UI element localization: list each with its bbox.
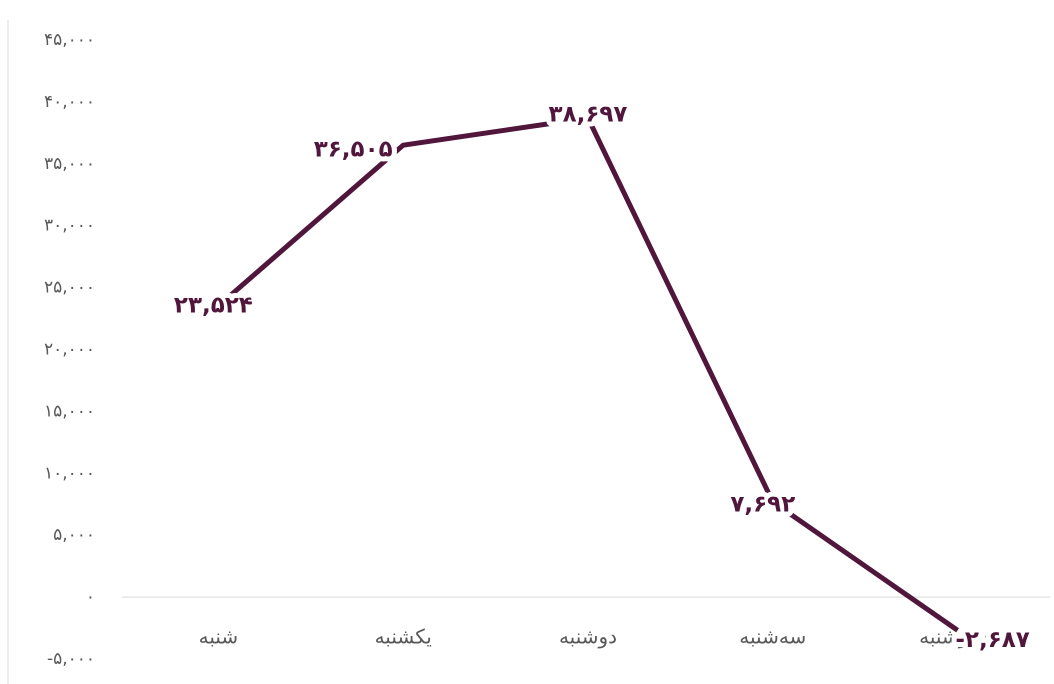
data-label: ۳۸,۶۹۷	[549, 102, 628, 128]
y-tick-label: ۳۰,۰۰۰	[44, 216, 95, 236]
y-tick-label: ۱۰,۰۰۰	[44, 463, 95, 483]
x-tick-label: شنبه	[199, 625, 239, 649]
x-tick-label: سه‌شنبه	[739, 625, 806, 649]
data-label: ۳۶,۵۰۵	[314, 137, 393, 163]
y-tick-label: -۵,۰۰۰	[47, 649, 95, 669]
data-label: -۲,۶۸۷	[955, 627, 1029, 653]
y-tick-label: ۲۵,۰۰۰	[44, 278, 95, 298]
data-label: ۲۳,۵۲۴	[174, 292, 253, 318]
y-tick-label: ۲۰,۰۰۰	[44, 340, 95, 360]
y-tick-label: ۴۰,۰۰۰	[44, 92, 95, 112]
data-label: ۷,۶۹۲	[730, 491, 795, 517]
y-tick-label: ۳۵,۰۰۰	[44, 154, 95, 174]
data-line	[216, 115, 960, 633]
y-tick-label: ۴۵,۰۰۰	[44, 30, 95, 50]
y-tick-label: ۵,۰۰۰	[53, 525, 95, 545]
x-tick-label: یکشنبه	[375, 625, 432, 649]
x-tick-label: دوشنبه	[559, 625, 617, 649]
y-tick-label: ۰	[86, 587, 95, 607]
y-tick-label: ۱۵,۰۰۰	[44, 401, 95, 421]
